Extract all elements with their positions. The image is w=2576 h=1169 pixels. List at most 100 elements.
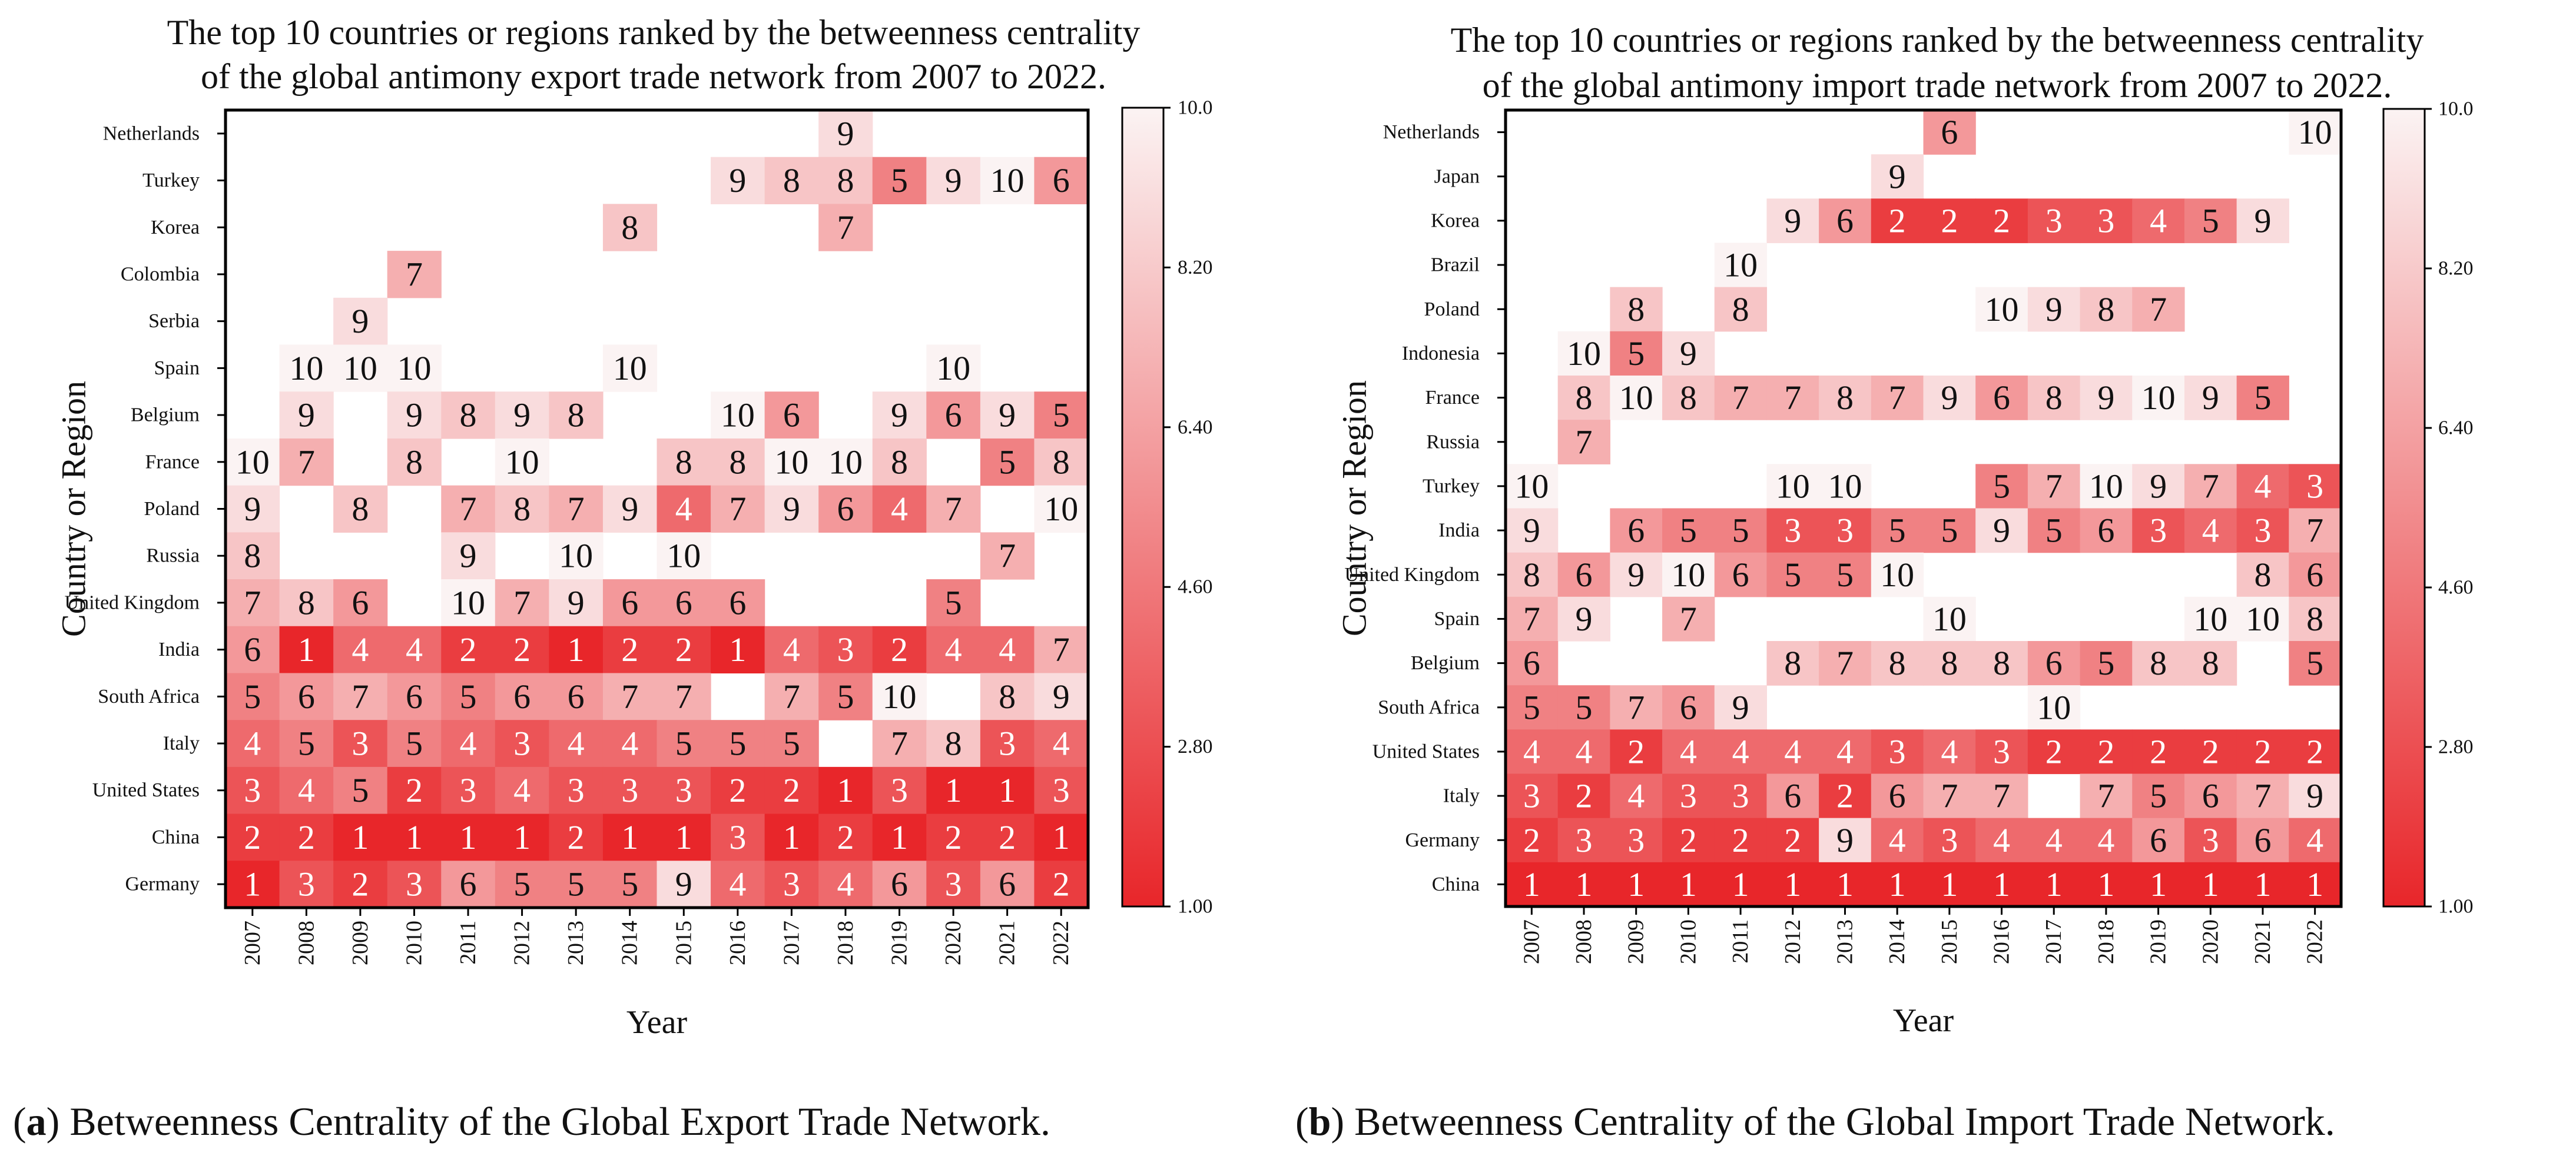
colorbar — [2382, 108, 2426, 908]
cell-value-label: 4 — [891, 490, 908, 528]
cell-value-label: 10 — [397, 349, 431, 387]
heatmap-cell — [818, 204, 873, 251]
heatmap-cell — [1819, 862, 1872, 907]
heatmap-cell — [764, 485, 819, 533]
cell-value-label: 9 — [2045, 290, 2063, 328]
heatmap-cell — [333, 485, 388, 533]
heatmap-cell — [1610, 287, 1663, 332]
x-tick-label: 2010 — [1676, 919, 1700, 964]
heatmap-cell — [226, 813, 280, 861]
heatmap-cell — [279, 438, 334, 486]
cell-value-label: 1 — [1784, 865, 1801, 904]
cell-value-label: 6 — [568, 678, 585, 716]
heatmap-cell — [2184, 862, 2237, 907]
heatmap-cell — [2132, 508, 2185, 553]
heatmap-cell — [602, 204, 658, 251]
heatmap-cell — [1975, 287, 2028, 332]
heatmap-cell — [2184, 464, 2237, 509]
heatmap-cell — [1506, 508, 1559, 553]
cell-value-label: 1 — [1941, 865, 1958, 904]
cell-value-label: 2 — [945, 818, 962, 856]
heatmap-cell — [1766, 198, 1819, 244]
colorbar-tick-label: 4.60 — [1178, 576, 1213, 598]
cell-value-label: 7 — [406, 255, 423, 293]
heatmap-cell — [226, 766, 280, 815]
cell-value-label: 10 — [2089, 467, 2123, 505]
cell-value-label: 10 — [1567, 334, 1601, 373]
cell-value-label: 9 — [1836, 821, 1854, 859]
heatmap-cell — [926, 626, 981, 674]
cell-value-label: 2 — [1053, 865, 1070, 904]
cell-value-label: 2 — [2150, 732, 2167, 771]
heatmap-cell — [657, 673, 711, 720]
cell-value-label: 8 — [1523, 556, 1540, 594]
cell-value-label: 10 — [990, 161, 1025, 200]
heatmap-cell — [1034, 673, 1089, 720]
cell-value-label: 1 — [2306, 865, 2323, 904]
heatmap-cell — [2289, 508, 2342, 553]
cell-value-label: 4 — [1680, 732, 1697, 771]
heatmap-cell — [2027, 198, 2081, 244]
heatmap-cell — [226, 579, 280, 627]
cell-value-label: 4 — [244, 725, 261, 763]
y-axis-label: Country or Region — [55, 381, 93, 637]
heatmap-cell — [495, 438, 549, 486]
heatmap-cell — [1714, 552, 1768, 597]
cell-value-label: 7 — [1889, 378, 1906, 417]
cell-value-label: 5 — [1053, 396, 1070, 434]
heatmap-cell — [711, 626, 765, 674]
cell-value-label: 9 — [837, 114, 854, 152]
cell-value-label: 6 — [406, 678, 423, 716]
heatmap-cell — [657, 438, 711, 486]
heatmap-cell — [2132, 773, 2185, 819]
cell-value-label: 8 — [1627, 290, 1645, 328]
heatmap-cell — [2080, 508, 2133, 553]
cell-value-label: 7 — [621, 678, 638, 716]
heatmap-cell — [1506, 773, 1559, 819]
heatmap-cell — [1975, 508, 2028, 553]
x-tick-label: 2017 — [779, 921, 804, 965]
cell-value-label: 5 — [513, 865, 531, 904]
cell-value-label: 8 — [298, 583, 315, 622]
cell-value-label: 1 — [945, 771, 962, 809]
y-tick-label: Netherlands — [1383, 121, 1480, 143]
cell-value-label: 6 — [2045, 644, 2063, 682]
cell-value-label: 2 — [1576, 777, 1593, 815]
cell-value-label: 6 — [783, 396, 800, 434]
heatmap-cell — [387, 391, 442, 439]
heatmap-cell — [2027, 376, 2081, 420]
cell-value-label: 10 — [667, 537, 701, 575]
heatmap-cell — [657, 813, 711, 861]
cell-value-label: 8 — [891, 443, 908, 481]
heatmap-cell — [2289, 596, 2342, 642]
heatmap-cell — [2236, 464, 2289, 509]
cell-value-label: 10 — [289, 349, 323, 387]
x-axis-label: Year — [1893, 1002, 1954, 1039]
cell-value-label: 3 — [1836, 512, 1854, 550]
cell-value-label: 5 — [675, 725, 692, 763]
heatmap-cell — [226, 485, 280, 533]
cell-value-label: 3 — [1993, 732, 2010, 771]
y-tick-label: United States — [1372, 740, 1480, 762]
cell-value-label: 4 — [2254, 467, 2271, 505]
cell-value-label: 5 — [729, 725, 746, 763]
cell-value-label: 3 — [1053, 771, 1070, 809]
cell-value-label: 4 — [675, 490, 692, 528]
cell-value-label: 8 — [729, 443, 746, 481]
heatmap-cell — [711, 157, 765, 205]
y-tick-label: Netherlands — [103, 122, 200, 144]
heatmap-cell — [1714, 376, 1768, 420]
heatmap-cell — [1975, 862, 2028, 907]
cell-value-label: 10 — [828, 443, 863, 481]
heatmap-cell — [387, 720, 442, 768]
cell-value-label: 3 — [837, 630, 854, 669]
colorbar-tick-label: 4.60 — [2438, 577, 2474, 599]
cell-value-label: 1 — [837, 771, 854, 809]
cell-value-label: 9 — [783, 490, 800, 528]
x-tick-label: 2013 — [563, 921, 588, 965]
cell-value-label: 2 — [568, 818, 585, 856]
cell-value-label: 3 — [729, 818, 746, 856]
heatmap-cell — [2289, 552, 2342, 597]
cell-value-label: 7 — [2150, 290, 2167, 328]
y-tick-label: Korea — [1431, 210, 1480, 231]
